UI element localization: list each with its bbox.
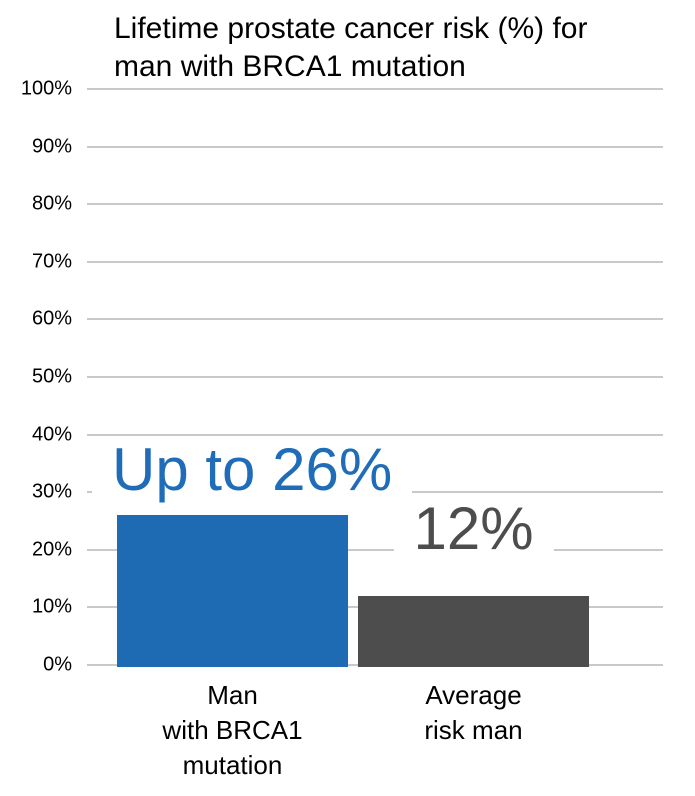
y-tick-label: 90%: [31, 135, 72, 158]
category-label-brca1-mutation: Man with BRCA1 mutation: [162, 680, 303, 780]
y-tick-label: 0%: [43, 653, 72, 676]
gridline-70%: [87, 260, 663, 263]
gridline-40%: [87, 433, 663, 436]
category-label-average-risk: Average risk man: [424, 680, 523, 745]
data-label-brca1-mutation: Up to 26%: [92, 437, 413, 504]
gridline-60%: [87, 318, 663, 321]
y-tick-label: 30%: [31, 480, 72, 503]
data-label-average-risk: 12%: [393, 495, 554, 562]
y-tick-label: 20%: [31, 538, 72, 561]
y-tick-label: 50%: [31, 365, 72, 388]
y-tick-label: 70%: [31, 250, 72, 273]
y-tick-label: 80%: [31, 192, 72, 215]
chart-title-line1: Lifetime prostate cancer risk (%) for: [114, 12, 588, 45]
chart-title-line2: man with BRCA1 mutation: [114, 50, 466, 83]
y-tick-label: 60%: [31, 307, 72, 330]
gridline-100%: [87, 88, 663, 90]
gridline-80%: [87, 203, 663, 206]
gridline-20%: [87, 548, 663, 551]
bar-brca1-mutation: [117, 515, 348, 667]
y-tick-label: 100%: [20, 77, 72, 100]
y-tick-label: 10%: [31, 595, 72, 618]
gridline-90%: [87, 145, 663, 148]
gridline-50%: [87, 376, 663, 378]
bar-average-risk: [358, 595, 589, 667]
chart-title: Lifetime prostate cancer risk (%) for ma…: [114, 10, 587, 86]
y-tick-label: 40%: [31, 423, 72, 446]
